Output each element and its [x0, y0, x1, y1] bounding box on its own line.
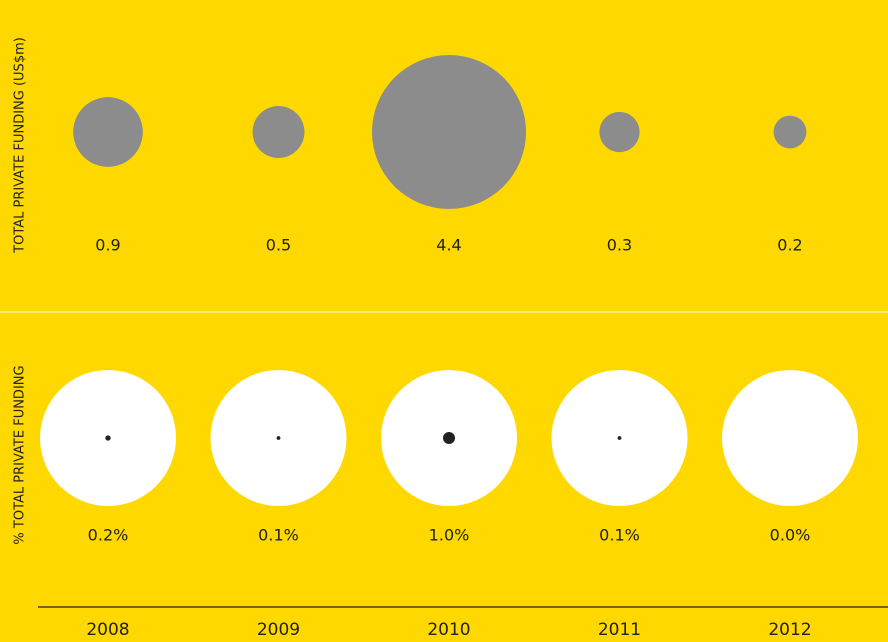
- bubble: [73, 97, 143, 167]
- x-tick-label: 2010: [427, 620, 470, 640]
- background-circle: [722, 370, 858, 506]
- value-label: 0.0%: [770, 526, 811, 545]
- bubble: [252, 106, 305, 158]
- x-tick-label: 2012: [768, 620, 811, 640]
- bubble: [773, 115, 807, 149]
- value-label: 0.1%: [599, 526, 640, 545]
- x-tick-label: 2011: [598, 620, 641, 640]
- value-label: 0.9: [95, 236, 120, 255]
- value-label: 0.2: [777, 236, 802, 255]
- dot: [105, 435, 111, 441]
- bubble: [372, 55, 526, 209]
- value-label: 1.0%: [429, 526, 470, 545]
- bubble: [599, 111, 640, 153]
- value-label: 0.3: [607, 236, 632, 255]
- value-label: 4.4: [436, 236, 461, 255]
- y-axis-label: % TOTAL PRIVATE FUNDING: [13, 365, 28, 544]
- x-tick-label: 2008: [86, 620, 129, 640]
- dot: [617, 436, 622, 440]
- x-tick-label: 2009: [257, 620, 300, 640]
- value-label: 0.2%: [88, 526, 129, 545]
- dot: [276, 436, 281, 440]
- value-label: 0.5: [266, 236, 291, 255]
- value-label: 0.1%: [258, 526, 299, 545]
- dot: [443, 432, 455, 444]
- y-axis-label: TOTAL PRIVATE FUNDING (US$m): [13, 37, 28, 254]
